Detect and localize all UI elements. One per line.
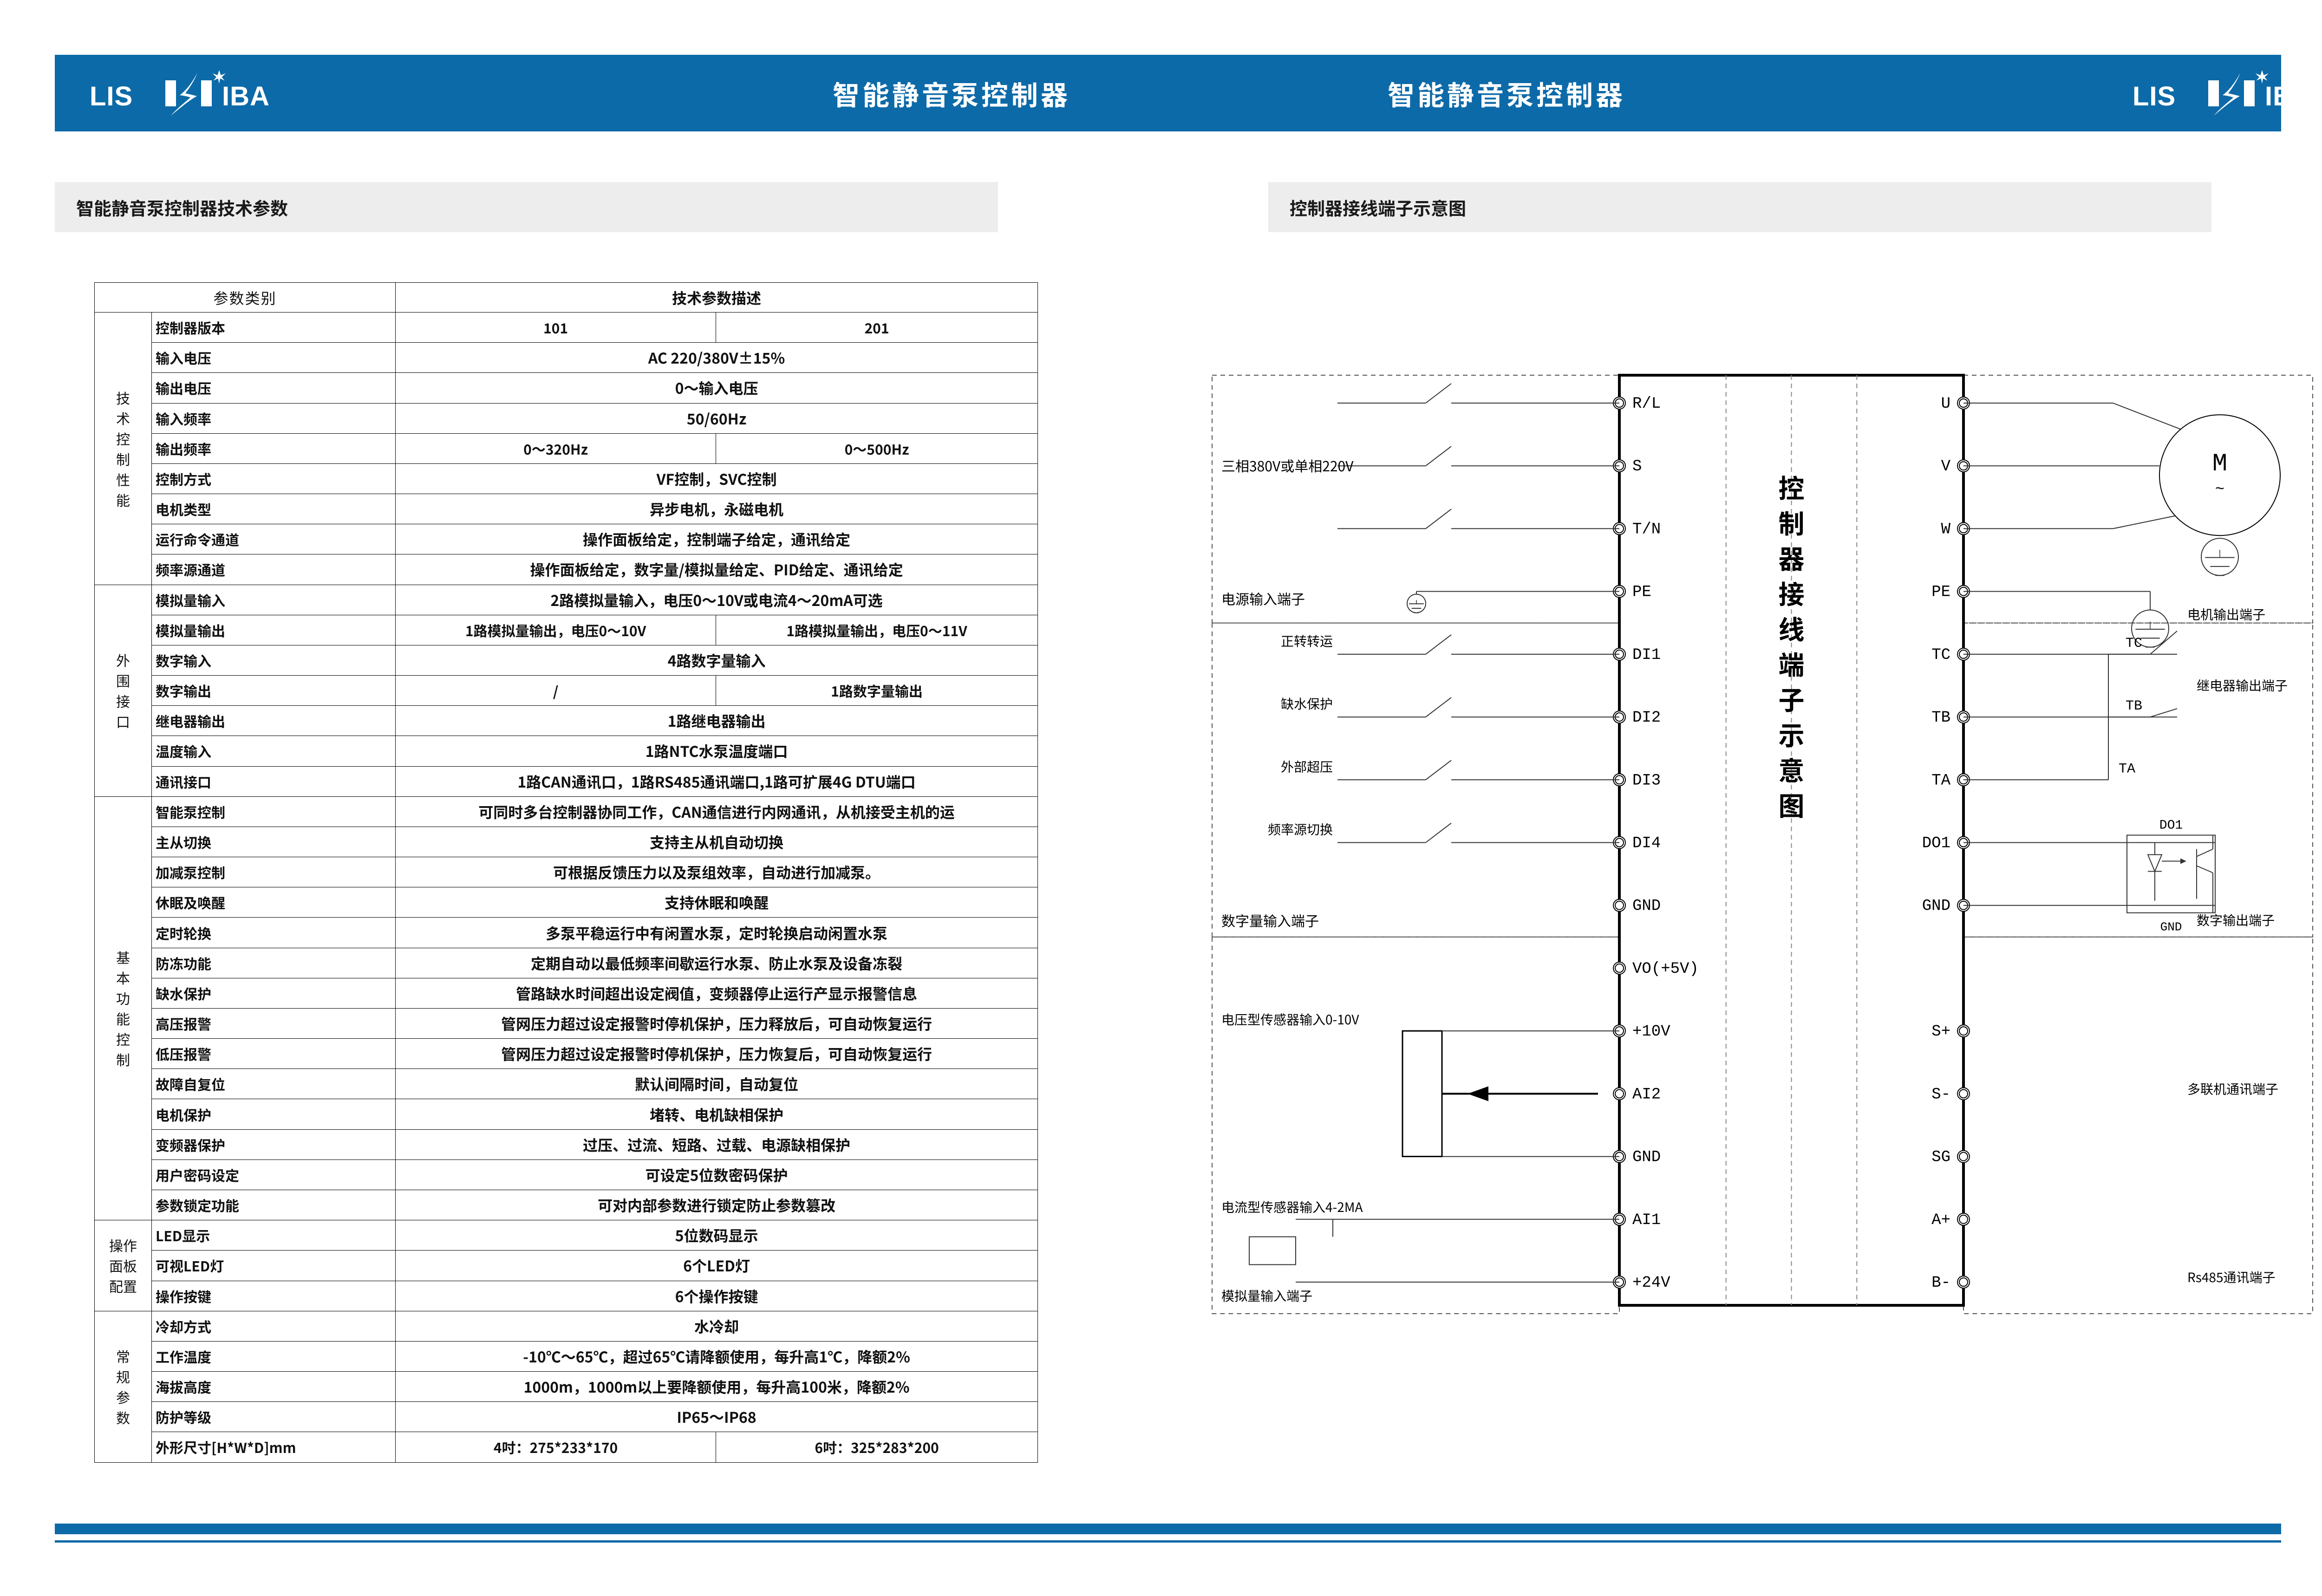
svg-text:GND: GND — [2160, 920, 2182, 934]
svg-text:正转转运: 正转转运 — [1281, 632, 1333, 650]
svg-text:VO(+5V): VO(+5V) — [1632, 960, 1699, 978]
svg-text:多联机通讯端子: 多联机通讯端子 — [2187, 1079, 2278, 1098]
svg-text:AI1: AI1 — [1632, 1212, 1661, 1229]
svg-text:电流型传感器输入4-2MA: 电流型传感器输入4-2MA — [1221, 1198, 1363, 1216]
svg-text:+10V: +10V — [1632, 1023, 1670, 1041]
svg-text:电机输出端子: 电机输出端子 — [2187, 605, 2265, 624]
svg-text:数字输出端子: 数字输出端子 — [2197, 911, 2275, 929]
svg-text:B-: B- — [1931, 1274, 1950, 1292]
svg-text:+24V: +24V — [1632, 1274, 1670, 1292]
svg-text:PE: PE — [1632, 584, 1651, 601]
svg-text:DI4: DI4 — [1632, 835, 1661, 853]
svg-text:GND: GND — [1632, 898, 1661, 915]
svg-text:W: W — [1941, 521, 1951, 538]
svg-text:TA: TA — [2119, 761, 2135, 777]
svg-text:数字量输入端子: 数字量输入端子 — [1221, 910, 1319, 931]
svg-text:控制器接线端子示意图: 控制器接线端子示意图 — [1773, 475, 1810, 828]
svg-text:PE: PE — [1931, 584, 1950, 601]
svg-text:~: ~ — [2215, 481, 2224, 499]
svg-text:频率源切换: 频率源切换 — [1268, 820, 1333, 839]
svg-text:TC: TC — [1931, 646, 1950, 664]
svg-text:S+: S+ — [1931, 1023, 1950, 1041]
svg-text:T/N: T/N — [1632, 521, 1661, 538]
svg-text:S: S — [1632, 458, 1642, 476]
svg-text:TB: TB — [1931, 709, 1950, 727]
svg-text:缺水保护: 缺水保护 — [1281, 694, 1333, 713]
svg-text:A+: A+ — [1931, 1212, 1950, 1229]
svg-text:三相380V或单相220V: 三相380V或单相220V — [1221, 455, 1354, 476]
svg-text:继电器输出端子: 继电器输出端子 — [2197, 676, 2288, 695]
svg-text:IBA: IBA — [222, 81, 270, 111]
svg-text:S-: S- — [1931, 1086, 1950, 1103]
svg-text:外部超压: 外部超压 — [1281, 757, 1333, 775]
svg-text:LIS: LIS — [2133, 81, 2176, 111]
svg-text:模拟量输入端子: 模拟量输入端子 — [1221, 1286, 1312, 1305]
svg-text:V: V — [1941, 458, 1951, 476]
svg-text:AI2: AI2 — [1632, 1086, 1661, 1103]
svg-text:DI3: DI3 — [1632, 772, 1661, 789]
svg-text:M: M — [2212, 450, 2227, 478]
svg-text:GND: GND — [1632, 1149, 1661, 1166]
svg-text:Rs485通讯端子: Rs485通讯端子 — [2187, 1268, 2276, 1286]
svg-text:TA: TA — [1931, 772, 1950, 789]
svg-text:TB: TB — [2126, 698, 2142, 714]
svg-text:LIS: LIS — [90, 81, 133, 111]
svg-text:DO1: DO1 — [1922, 835, 1950, 853]
svg-text:IBA: IBA — [2265, 81, 2313, 111]
svg-text:SG: SG — [1931, 1149, 1950, 1166]
svg-text:U: U — [1941, 395, 1950, 413]
svg-text:TC: TC — [2126, 636, 2142, 651]
svg-text:R/L: R/L — [1632, 395, 1661, 413]
svg-text:GND: GND — [1922, 898, 1950, 915]
svg-text:电源输入端子: 电源输入端子 — [1221, 588, 1305, 609]
svg-text:DI2: DI2 — [1632, 709, 1661, 727]
svg-text:电压型传感器输入0-10V: 电压型传感器输入0-10V — [1221, 1010, 1359, 1029]
svg-text:DI1: DI1 — [1632, 646, 1661, 664]
svg-text:DO1: DO1 — [2159, 819, 2183, 833]
